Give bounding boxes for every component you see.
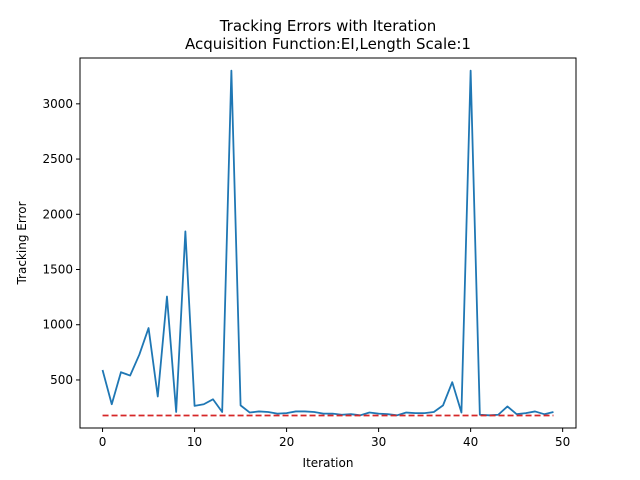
x-axis-label: Iteration xyxy=(303,456,354,470)
chart-subtitle: Acquisition Function:EI,Length Scale:1 xyxy=(185,35,471,53)
series-line-0 xyxy=(101,69,554,417)
y-tick-label: 3000 xyxy=(42,97,73,111)
x-tick-label: 30 xyxy=(371,435,386,449)
y-tick-label: 500 xyxy=(50,373,73,387)
y-axis-label: Tracking Error xyxy=(15,201,29,285)
y-tick-label: 1500 xyxy=(42,263,73,277)
x-axis: 0 10 20 30 40 50 xyxy=(99,428,570,449)
axes-frame xyxy=(79,57,577,429)
chart-title: Tracking Errors with Iteration xyxy=(219,17,437,35)
x-tick-label: 10 xyxy=(187,435,202,449)
x-tick-label: 0 xyxy=(99,435,107,449)
x-tick-label: 20 xyxy=(279,435,294,449)
y-tick-label: 2500 xyxy=(42,152,73,166)
x-tick-label: 50 xyxy=(555,435,570,449)
plot-area xyxy=(101,69,554,417)
y-tick-label: 2000 xyxy=(42,207,73,221)
x-tick-label: 40 xyxy=(463,435,478,449)
y-axis: 500 1000 1500 2000 2500 3000 xyxy=(42,97,80,387)
y-tick-label: 1000 xyxy=(42,318,73,332)
